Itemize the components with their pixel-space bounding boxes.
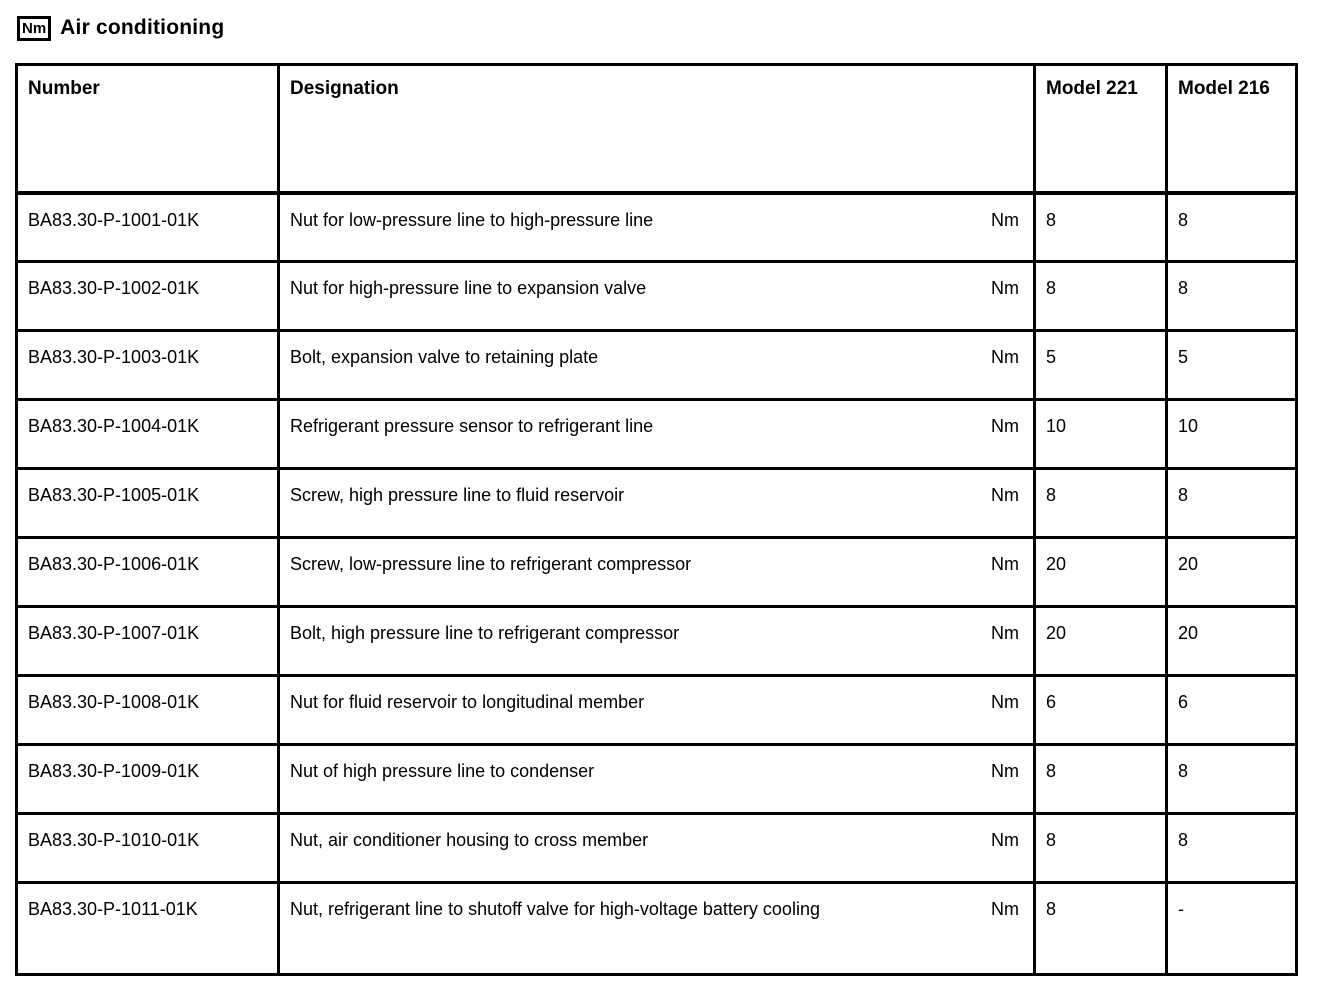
designation-cell: Nut for low-pressure line to high-pressu… [277,191,1036,263]
designation-cell: Nut for high-pressure line to expansion … [277,260,1036,332]
model216-value-cell: 8 [1165,812,1298,884]
designation-cell: Nut for fluid reservoir to longitudinal … [277,674,1036,746]
unit-label: Nm [991,416,1019,436]
unit-label: Nm [991,209,1019,230]
designation-text: Nut, refrigerant line to shutoff valve f… [290,899,820,919]
model216-value-cell: 8 [1165,743,1298,815]
table-header-row: Number Designation Model 221 Model 216 [15,63,1298,195]
column-header-designation: Designation [277,63,1036,195]
model221-value-cell: 8 [1033,812,1168,884]
designation-text: Bolt, expansion valve to retaining plate [290,347,599,367]
designation-cell: Screw, low-pressure line to refrigerant … [277,536,1036,608]
unit-label: Nm [991,554,1019,574]
number-cell: BA83.30-P-1002-01K [15,260,280,332]
model216-value-cell: 6 [1165,674,1298,746]
model221-value-cell: 20 [1033,536,1168,608]
table-row: BA83.30-P-1009-01K Nut of high pressure … [15,743,1298,815]
table-row: BA83.30-P-1004-01K Refrigerant pressure … [15,398,1298,470]
designation-text: Nut for low-pressure line to high-pressu… [290,209,654,230]
page-header: Nm Air conditioning [0,0,1328,44]
model221-value-cell: 8 [1033,881,1168,976]
designation-cell: Bolt, high pressure line to refrigerant … [277,605,1036,677]
number-cell: BA83.30-P-1011-01K [15,881,280,976]
unit-label: Nm [991,347,1019,367]
number-cell: BA83.30-P-1009-01K [15,743,280,815]
model221-value-cell: 8 [1033,467,1168,539]
column-header-model216: Model 216 [1165,63,1298,195]
designation-cell: Nut, air conditioner housing to cross me… [277,812,1036,884]
designation-text: Nut, air conditioner housing to cross me… [290,830,649,850]
number-cell: BA83.30-P-1001-01K [15,191,280,263]
unit-label: Nm [991,278,1019,298]
model216-value-cell: 10 [1165,398,1298,470]
table-row: BA83.30-P-1007-01K Bolt, high pressure l… [15,605,1298,677]
table-row: BA83.30-P-1011-01K Nut, refrigerant line… [15,881,1298,976]
model221-value-cell: 20 [1033,605,1168,677]
model216-value-cell: 5 [1165,329,1298,401]
table-row: BA83.30-P-1001-01K Nut for low-pressure … [15,191,1298,263]
number-cell: BA83.30-P-1006-01K [15,536,280,608]
table-row: BA83.30-P-1002-01K Nut for high-pressure… [15,260,1298,332]
unit-label: Nm [991,485,1019,505]
table-row: BA83.30-P-1006-01K Screw, low-pressure l… [15,536,1298,608]
number-cell: BA83.30-P-1010-01K [15,812,280,884]
model221-value-cell: 8 [1033,191,1168,263]
unit-label: Nm [991,761,1019,781]
designation-text: Nut for fluid reservoir to longitudinal … [290,692,645,712]
unit-label: Nm [991,623,1019,643]
model216-value-cell: 8 [1165,191,1298,263]
unit-label: Nm [991,899,1019,919]
designation-cell: Screw, high pressure line to fluid reser… [277,467,1036,539]
model221-value-cell: 6 [1033,674,1168,746]
number-cell: BA83.30-P-1007-01K [15,605,280,677]
torque-unit-icon: Nm [17,15,52,41]
model221-value-cell: 5 [1033,329,1168,401]
torque-spec-table: Number Designation Model 221 Model 216 B… [15,63,1298,976]
model216-value-cell: 8 [1165,467,1298,539]
column-header-number: Number [15,63,280,195]
table-row: BA83.30-P-1005-01K Screw, high pressure … [15,467,1298,539]
unit-label: Nm [991,830,1019,850]
unit-label: Nm [991,692,1019,712]
designation-text: Nut for high-pressure line to expansion … [290,278,647,298]
number-cell: BA83.30-P-1004-01K [15,398,280,470]
table-row: BA83.30-P-1010-01K Nut, air conditioner … [15,812,1298,884]
designation-text: Bolt, high pressure line to refrigerant … [290,623,680,643]
designation-text: Nut of high pressure line to condenser [290,761,595,781]
table-row: BA83.30-P-1003-01K Bolt, expansion valve… [15,329,1298,401]
model216-value-cell: 20 [1165,605,1298,677]
model216-value-cell: - [1165,881,1298,976]
model221-value-cell: 8 [1033,260,1168,332]
model221-value-cell: 10 [1033,398,1168,470]
model221-value-cell: 8 [1033,743,1168,815]
model216-value-cell: 20 [1165,536,1298,608]
model216-value-cell: 8 [1165,260,1298,332]
number-cell: BA83.30-P-1003-01K [15,329,280,401]
designation-cell: Bolt, expansion valve to retaining plate… [277,329,1036,401]
designation-text: Screw, high pressure line to fluid reser… [290,485,625,505]
number-cell: BA83.30-P-1005-01K [15,467,280,539]
designation-cell: Nut of high pressure line to condenser N… [277,743,1036,815]
page-title: Air conditioning [60,16,225,39]
designation-cell: Nut, refrigerant line to shutoff valve f… [277,881,1036,976]
designation-text: Screw, low-pressure line to refrigerant … [290,554,692,574]
designation-cell: Refrigerant pressure sensor to refrigera… [277,398,1036,470]
table-row: BA83.30-P-1008-01K Nut for fluid reservo… [15,674,1298,746]
number-cell: BA83.30-P-1008-01K [15,674,280,746]
designation-text: Refrigerant pressure sensor to refrigera… [290,416,654,436]
column-header-model221: Model 221 [1033,63,1168,195]
